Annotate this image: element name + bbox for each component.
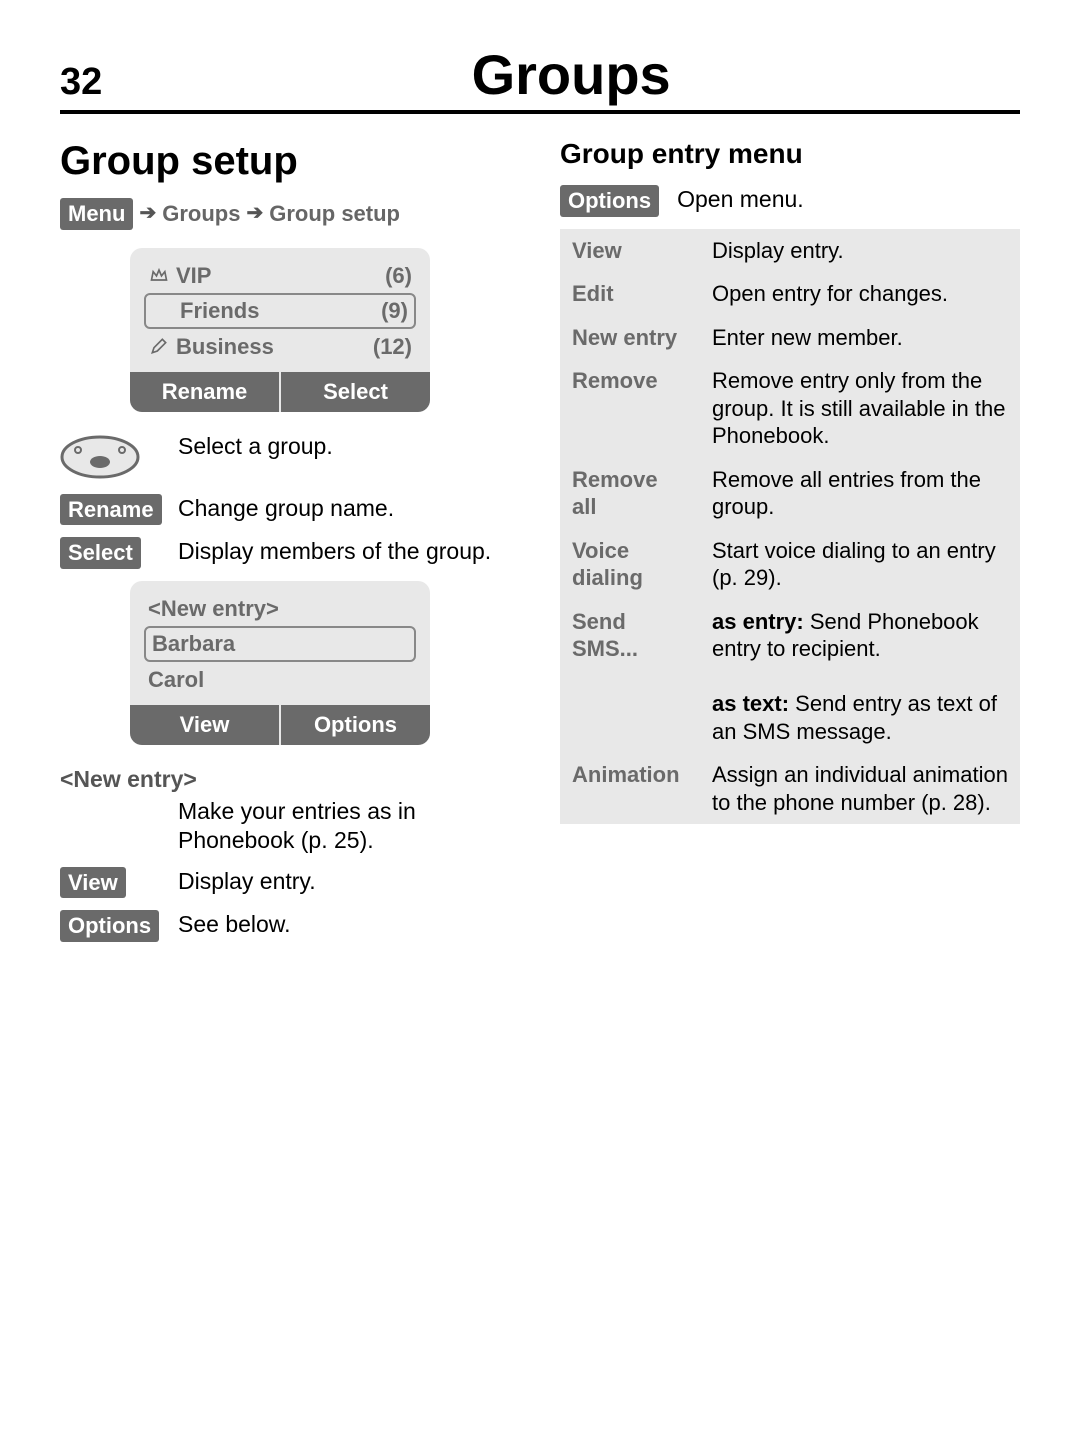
menu-key: View [560, 229, 700, 273]
send-sms-text-label: as text: [712, 691, 789, 716]
right-column: Group entry menu Options Open menu. View… [560, 126, 1020, 954]
breadcrumb-group-setup: Group setup [269, 200, 400, 228]
table-row: Voice dialingStart voice dialing to an e… [560, 529, 1020, 600]
rename-pill: Rename [60, 494, 162, 526]
group-row-business: Business (12) [144, 329, 416, 365]
menu-key: Voice dialing [560, 529, 700, 600]
arrow-icon: ➔ [246, 201, 263, 226]
open-menu-text: Open menu. [677, 185, 1020, 214]
view-desc: Display entry. [178, 867, 520, 896]
page-number: 32 [60, 59, 102, 107]
menu-key: Edit [560, 272, 700, 316]
phone-screen-members: <New entry> Barbara Carol View Options [130, 581, 430, 745]
menu-key: Remove all [560, 458, 700, 529]
options-desc: See below. [178, 910, 520, 939]
group-label: Friends [180, 297, 381, 325]
menu-key: Send SMS... [560, 600, 700, 754]
blank-icon [152, 300, 174, 322]
new-entry-text-row: Make your entries as in Phonebook (p. 25… [60, 797, 520, 855]
softkey-select: Select [281, 372, 430, 412]
options-pill: Options [560, 185, 659, 217]
menu-key: Remove [560, 359, 700, 458]
left-column: Group setup Menu ➔ Groups ➔ Group setup … [60, 126, 520, 954]
group-label: VIP [176, 262, 385, 290]
nav-pad-icon [60, 432, 140, 482]
select-desc-row: Select Display members of the group. [60, 537, 520, 569]
group-count: (9) [381, 297, 408, 325]
menu-key: Animation [560, 753, 700, 824]
breadcrumb-groups: Groups [162, 200, 240, 228]
new-entry-label: <New entry> [60, 765, 197, 794]
table-row: Send SMS... as entry: Send Phonebook ent… [560, 600, 1020, 754]
table-row: ViewDisplay entry. [560, 229, 1020, 273]
rename-desc-row: Rename Change group name. [60, 494, 520, 526]
table-row: EditOpen entry for changes. [560, 272, 1020, 316]
view-desc-row: View Display entry. [60, 867, 520, 899]
table-row: New entryEnter new member. [560, 316, 1020, 360]
menu-val: Enter new member. [700, 316, 1020, 360]
group-entry-menu-heading: Group entry menu [560, 136, 1020, 171]
group-count: (12) [373, 333, 412, 361]
group-row-friends: Friends (9) [144, 293, 416, 329]
softkey-options: Options [281, 705, 430, 745]
select-pill: Select [60, 537, 141, 569]
nav-select-text: Select a group. [178, 432, 520, 461]
table-row: AnimationAssign an individual animation … [560, 753, 1020, 824]
member-row-new: <New entry> [144, 591, 416, 627]
table-row: RemoveRemove entry only from the group. … [560, 359, 1020, 458]
menu-pill: Menu [60, 198, 133, 230]
menu-val: Remove all entries from the group. [700, 458, 1020, 529]
nav-select-row: Select a group. [60, 432, 520, 482]
softkey-bar: Rename Select [130, 372, 430, 412]
menu-val: Start voice dialing to an entry (p. 29). [700, 529, 1020, 600]
new-entry-text: Make your entries as in Phonebook (p. 25… [178, 797, 520, 855]
phone-screen-groups: VIP (6) Friends (9) Business (12) Rename… [130, 248, 430, 412]
softkey-bar: View Options [130, 705, 430, 745]
page-title: Groups [122, 40, 1020, 110]
menu-val: Assign an individual animation to the ph… [700, 753, 1020, 824]
options-desc-row: Options See below. [60, 910, 520, 942]
select-desc: Display members of the group. [178, 537, 520, 566]
menu-val: Remove entry only from the group. It is … [700, 359, 1020, 458]
member-row-carol: Carol [144, 662, 416, 698]
send-sms-entry-label: as entry: [712, 609, 804, 634]
menu-table: ViewDisplay entry. EditOpen entry for ch… [560, 229, 1020, 825]
group-label: Business [176, 333, 373, 361]
menu-key: New entry [560, 316, 700, 360]
menu-val: as entry: Send Phonebook entry to recipi… [700, 600, 1020, 754]
menu-val: Display entry. [700, 229, 1020, 273]
member-label: Barbara [152, 630, 408, 658]
view-pill: View [60, 867, 126, 899]
crown-icon [148, 264, 170, 286]
table-row: Remove allRemove all entries from the gr… [560, 458, 1020, 529]
group-count: (6) [385, 262, 412, 290]
menu-val: Open entry for changes. [700, 272, 1020, 316]
arrow-icon: ➔ [139, 201, 156, 226]
breadcrumb: Menu ➔ Groups ➔ Group setup [60, 198, 520, 230]
rename-desc: Change group name. [178, 494, 520, 523]
member-label: <New entry> [148, 595, 412, 623]
member-row-barbara: Barbara [144, 626, 416, 662]
softkey-rename: Rename [130, 372, 281, 412]
member-label: Carol [148, 666, 412, 694]
pencil-icon [148, 335, 170, 357]
group-row-vip: VIP (6) [144, 258, 416, 294]
open-menu-row: Options Open menu. [560, 185, 1020, 217]
page-header: 32 Groups [60, 40, 1020, 114]
new-entry-row: <New entry> [60, 765, 520, 794]
group-setup-heading: Group setup [60, 136, 520, 186]
softkey-view: View [130, 705, 281, 745]
options-pill: Options [60, 910, 159, 942]
